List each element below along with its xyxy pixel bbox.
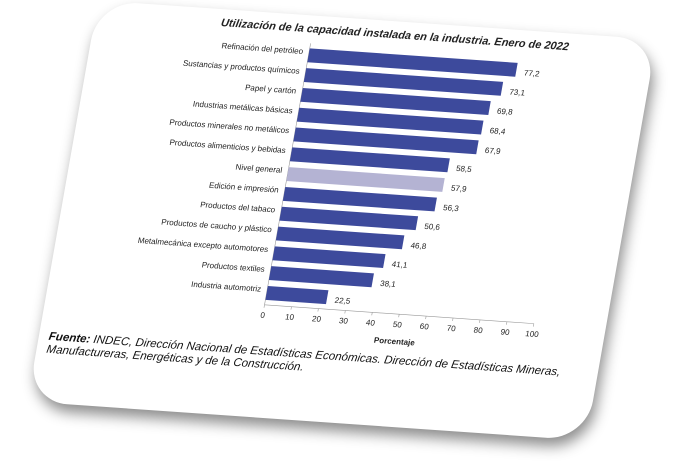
value-label: 46,8 xyxy=(410,241,428,251)
value-label: 69,8 xyxy=(496,107,514,117)
x-tick xyxy=(533,323,535,327)
x-tick xyxy=(425,316,427,320)
source-box: Fuente: INDEC, Dirección Nacional de Est… xyxy=(45,331,588,394)
value-label: 58,5 xyxy=(455,164,473,174)
value-label: 50,6 xyxy=(424,222,442,232)
x-tick-label: 0 xyxy=(260,311,267,320)
y-tick-label: Nivel general xyxy=(235,163,283,175)
bar xyxy=(293,127,479,155)
bar xyxy=(307,48,518,77)
bar xyxy=(300,87,491,115)
y-tick-label: Refinación del petróleo xyxy=(221,41,305,56)
x-tick-label: 80 xyxy=(473,326,484,336)
y-tick-label: Industrias metálicas básicas xyxy=(192,99,293,115)
x-tick-label: 60 xyxy=(419,322,430,332)
y-tick-label: Productos del tabaco xyxy=(199,200,276,214)
bar xyxy=(279,206,419,231)
chart-card: Utilización de la capacidad instalada en… xyxy=(27,0,657,441)
x-tick xyxy=(479,319,481,323)
y-tick-label: Productos minerales no metálicos xyxy=(169,118,290,135)
x-tick xyxy=(290,306,292,310)
y-axis xyxy=(264,43,311,305)
x-tick-label: 10 xyxy=(284,312,295,322)
value-label: 41,1 xyxy=(391,260,409,270)
x-tick-label: 90 xyxy=(500,328,511,338)
x-tick-label: 70 xyxy=(446,324,457,334)
bar xyxy=(275,226,405,250)
bar xyxy=(282,186,437,212)
x-tick xyxy=(452,317,454,321)
value-label: 57,9 xyxy=(450,184,468,194)
value-label: 38,1 xyxy=(379,279,397,289)
bar xyxy=(272,246,386,268)
y-tick-label: Productos de caucho y plástico xyxy=(161,218,273,235)
chart: Utilización de la capacidad instalada en… xyxy=(45,17,588,394)
value-label: 73,1 xyxy=(509,88,527,98)
x-tick-label: 50 xyxy=(392,320,403,330)
y-tick-label: Papel y cartón xyxy=(244,83,297,95)
x-tick xyxy=(263,304,265,308)
value-label: 77,2 xyxy=(523,69,541,79)
y-tick-label: Industria automotriz xyxy=(190,280,262,294)
x-tick-label: 30 xyxy=(338,316,349,326)
x-tick-label: 100 xyxy=(525,329,540,339)
bar xyxy=(265,285,329,305)
y-tick-label: Metalmecánica excepto automotores xyxy=(137,236,269,254)
y-tick-label: Edición e impresión xyxy=(208,181,279,195)
value-label: 67,9 xyxy=(484,146,502,156)
value-label: 56,3 xyxy=(442,203,460,213)
y-tick-label: Productos textiles xyxy=(201,261,266,274)
x-tick xyxy=(371,312,373,316)
x-tick-label: 40 xyxy=(365,318,376,328)
bar xyxy=(289,147,450,173)
bar xyxy=(303,68,504,96)
source-note: Fuente: INDEC, Dirección Nacional de Est… xyxy=(45,331,588,394)
x-tick xyxy=(317,308,319,312)
x-tick xyxy=(398,314,400,318)
x-axis-label: Porcentaje xyxy=(373,336,416,348)
value-label: 22,5 xyxy=(334,296,352,306)
source-text: INDEC, Dirección Nacional de Estadística… xyxy=(45,334,562,379)
bar xyxy=(296,107,484,135)
x-tick xyxy=(344,310,346,314)
x-tick-label: 20 xyxy=(311,314,322,324)
bar xyxy=(268,266,374,288)
bar xyxy=(286,167,445,192)
y-tick-label: Productos alimenticios y bebidas xyxy=(169,138,287,155)
value-label: 68,4 xyxy=(489,126,507,136)
y-tick-label: Sustancias y productos químicos xyxy=(182,59,300,76)
x-tick xyxy=(506,321,508,325)
